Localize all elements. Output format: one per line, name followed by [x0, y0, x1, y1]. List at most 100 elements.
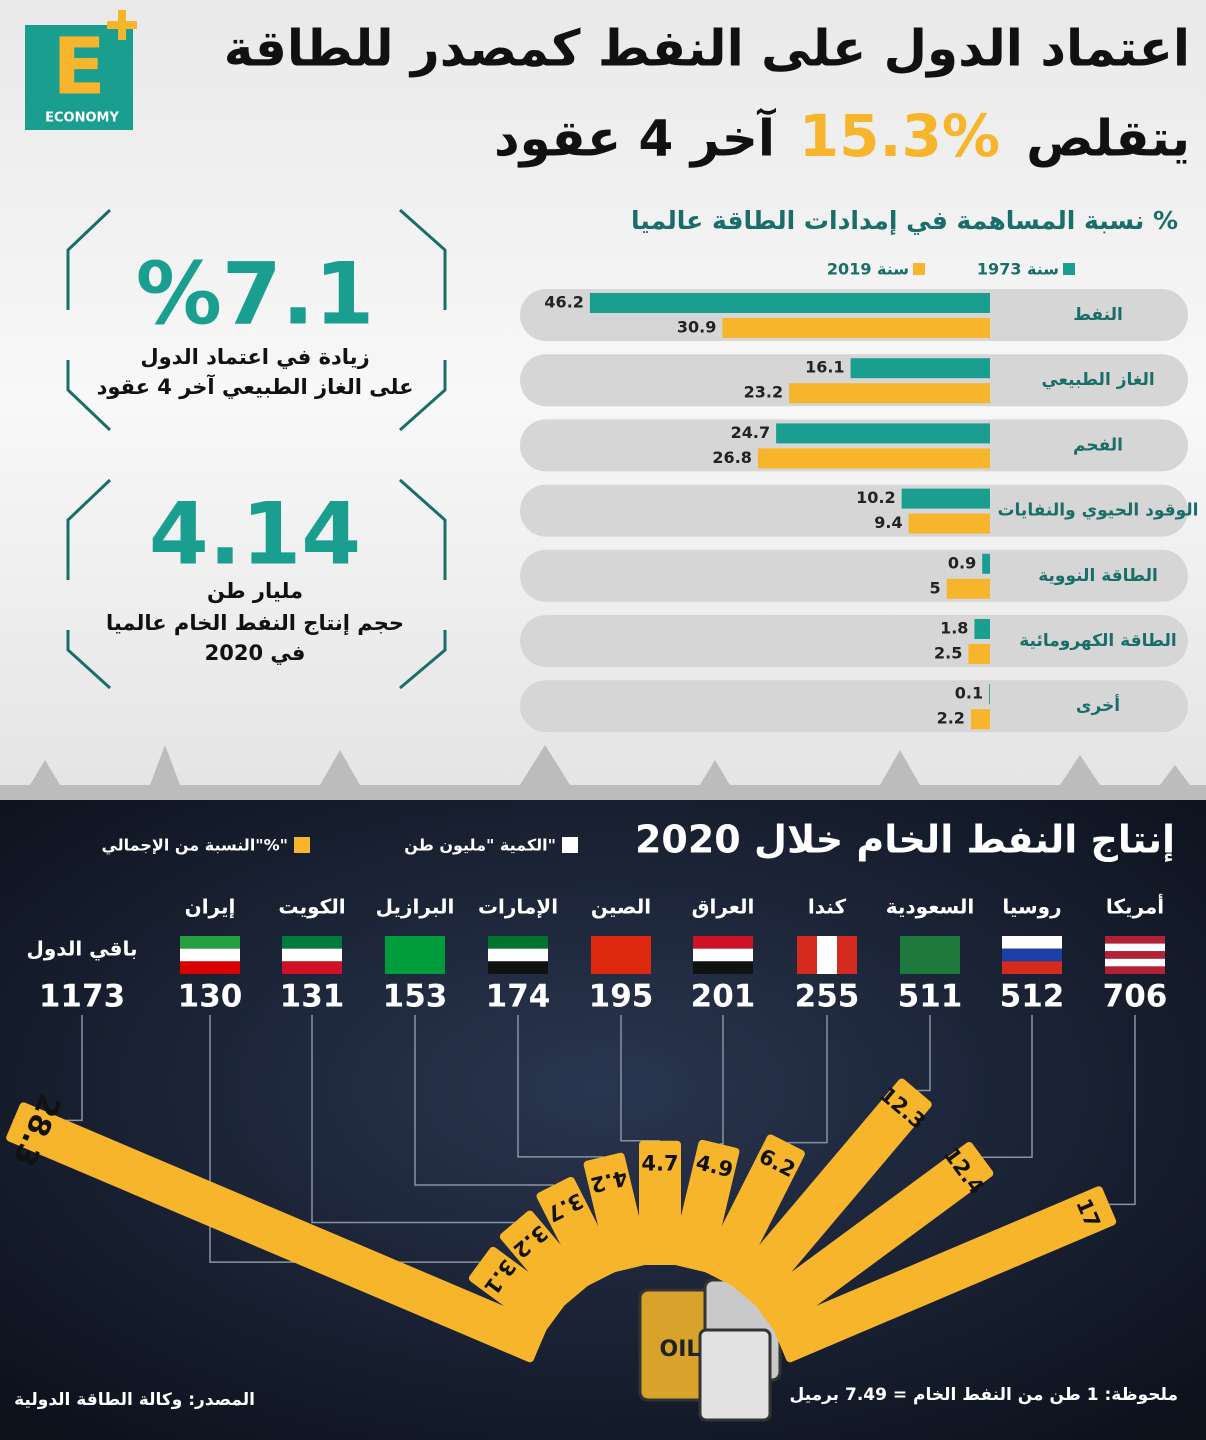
- country-label: الكويت: [278, 895, 345, 919]
- svg-text:OIL: OIL: [660, 1337, 701, 1362]
- title-line2-end: آخر 4 عقود: [494, 108, 777, 169]
- row-background: [520, 615, 1188, 667]
- flag: [837, 936, 857, 974]
- flag: [282, 961, 342, 974]
- country-label: إيران: [185, 895, 236, 919]
- fan-bar-group: 4.2: [583, 1152, 650, 1273]
- bar: [901, 488, 990, 509]
- country-label: باقي الدول: [26, 937, 137, 962]
- row-background: [520, 419, 1188, 472]
- category-label: النفط: [1073, 305, 1123, 325]
- footnote: ملحوظة: 1 طن من النفط الخام = 7.49 برميل: [789, 1385, 1178, 1405]
- quantity-label: 174: [486, 979, 551, 1015]
- bar: [789, 383, 990, 404]
- leader-line: [414, 1015, 554, 1186]
- flag: [1002, 948, 1062, 962]
- legend-swatch: [1063, 263, 1075, 275]
- row-background: [520, 680, 1188, 733]
- flag: [693, 961, 753, 974]
- value-label: 9.4: [874, 513, 902, 532]
- fan-bar: [639, 1140, 681, 1265]
- flag: [385, 936, 445, 974]
- country-label: أمريكا: [1106, 893, 1164, 919]
- value-label: 0.9: [948, 553, 976, 572]
- fan-bar-group: 3.2: [499, 1210, 591, 1308]
- bar: [946, 578, 990, 599]
- bar: [908, 513, 990, 534]
- country-label: روسيا: [1002, 895, 1061, 919]
- flag: [180, 948, 240, 962]
- flag: [488, 936, 548, 949]
- bar: [776, 423, 990, 444]
- bar: [968, 644, 990, 664]
- flag: [180, 936, 240, 949]
- bar: [757, 448, 990, 469]
- flag: [1105, 943, 1165, 952]
- flag: [900, 936, 960, 974]
- leader-line: [311, 1015, 515, 1224]
- value-label: 23.2: [744, 383, 783, 402]
- country-label: البرازيل: [376, 895, 455, 919]
- row-background: [520, 549, 1188, 602]
- title-highlight: 15.3%: [799, 102, 1000, 170]
- flag: [591, 936, 651, 974]
- fan-bar-group: 4.7: [639, 1140, 681, 1265]
- value-label: 10.2: [856, 488, 895, 507]
- flag: [488, 961, 548, 974]
- value-label: 46.2: [544, 293, 583, 312]
- legend-label: سنة 1973: [977, 260, 1059, 279]
- leader-line: [719, 1015, 724, 1145]
- flag: [1105, 951, 1165, 959]
- fan-bar-group: 6.2: [701, 1134, 805, 1288]
- bar: [722, 318, 990, 338]
- fan-bar-group: 17: [772, 1186, 1117, 1363]
- quantity-label: 131: [280, 979, 345, 1015]
- stat-value: %7.1: [136, 244, 375, 344]
- country-label: كندا: [808, 895, 847, 919]
- leader-line: [982, 1015, 1033, 1159]
- flag: [488, 948, 548, 962]
- country-label: الإمارات: [478, 895, 558, 919]
- flag: [693, 936, 753, 949]
- quantity-label: 511: [898, 979, 963, 1015]
- fan-bar-group: 4.9: [670, 1139, 740, 1273]
- fan-bar: [6, 1102, 548, 1363]
- fan-bar: [701, 1134, 805, 1288]
- title-line1: اعتماد الدول على النفط كمصدر للطاقة: [224, 20, 1190, 79]
- quantity-label: 153: [383, 979, 448, 1015]
- quantity-label: 130: [178, 979, 243, 1015]
- fan-bar-group: 3.7: [536, 1176, 619, 1288]
- flag: [1105, 958, 1165, 967]
- fan-bar: [729, 1078, 932, 1308]
- flag: [1105, 936, 1165, 944]
- value-label: 2.2: [937, 709, 965, 728]
- category-label: الغاز الطبيعي: [1041, 370, 1154, 390]
- chart-title: نسبة المساهمة في إمدادات الطاقة عالميا %: [631, 206, 1178, 235]
- legend-label: النسبة من الإجمالي"%": [101, 836, 288, 856]
- bar: [850, 358, 990, 379]
- row-background: [520, 354, 1188, 407]
- country-label: الصين: [591, 895, 651, 919]
- leader-line: [620, 1015, 660, 1142]
- stat-text: زيادة في اعتماد الدول: [140, 345, 369, 369]
- flag: [180, 961, 240, 974]
- leader-line: [517, 1015, 604, 1158]
- percent-label: 4.7: [641, 1152, 678, 1176]
- value-label: 30.9: [677, 318, 716, 337]
- legend-label: سنة 2019: [827, 260, 909, 279]
- value-label: 2.5: [934, 644, 962, 663]
- leader-line: [787, 1015, 828, 1144]
- stat-unit: مليار طن: [207, 579, 303, 603]
- fan-bar: [468, 1246, 567, 1334]
- quantity-label: 195: [589, 979, 654, 1015]
- legend-swatch: [562, 837, 578, 853]
- flag: [1002, 936, 1062, 949]
- country-label: السعودية: [886, 895, 974, 919]
- value-label: 26.8: [712, 448, 751, 467]
- flag: [282, 948, 342, 962]
- flag: [1105, 966, 1165, 974]
- quantity-label: 255: [795, 979, 860, 1015]
- value-label: 0.1: [955, 684, 983, 703]
- bar: [974, 619, 990, 639]
